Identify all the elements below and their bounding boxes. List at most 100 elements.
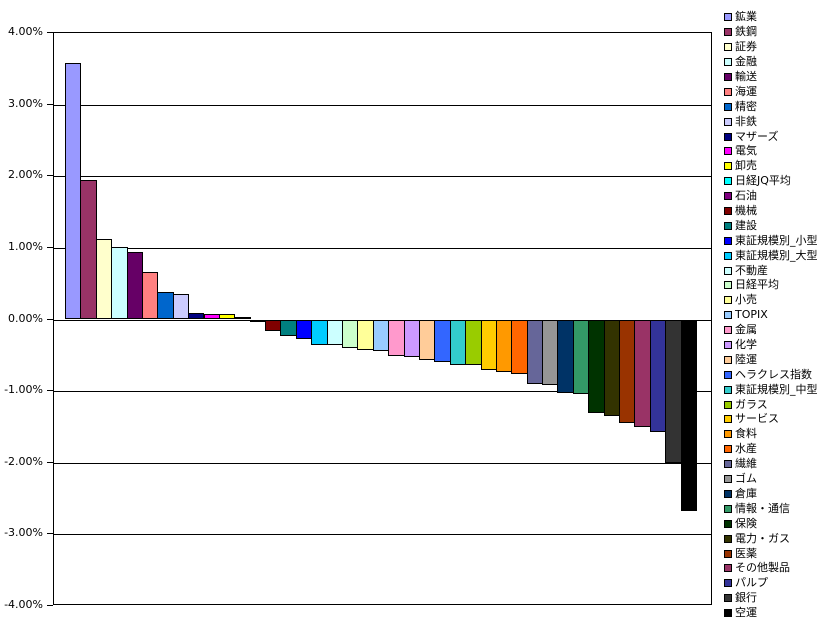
legend-item: 証券 bbox=[724, 40, 818, 55]
legend-swatch-icon bbox=[724, 460, 732, 469]
y-axis-tick-mark bbox=[47, 32, 53, 33]
legend-label: 日経JQ平均 bbox=[735, 174, 791, 188]
legend-item: 日経平均 bbox=[724, 278, 818, 293]
y-axis-tick-mark bbox=[47, 605, 53, 606]
legend-label: 電力・ガス bbox=[735, 531, 790, 545]
legend-swatch-icon bbox=[724, 430, 732, 439]
legend-item: 化学 bbox=[724, 338, 818, 353]
bar-TOPIX bbox=[372, 319, 390, 351]
legend-swatch-icon bbox=[724, 132, 732, 141]
legend-item: 陸運 bbox=[724, 352, 818, 367]
legend-item: TOPIX bbox=[724, 308, 818, 323]
bar-東証規模別_中型 bbox=[449, 319, 467, 365]
legend-item: 非鉄 bbox=[724, 114, 818, 129]
y-axis-tick-label: -2.00% bbox=[4, 454, 43, 468]
bar-金属 bbox=[388, 319, 405, 357]
bar-金融 bbox=[111, 247, 128, 320]
legend-swatch-icon bbox=[724, 102, 732, 111]
legend-label: 食料 bbox=[735, 427, 757, 441]
gridline bbox=[54, 104, 711, 106]
legend-swatch-icon bbox=[724, 311, 732, 320]
legend-swatch-icon bbox=[724, 73, 732, 81]
legend-item: 空運 bbox=[724, 606, 818, 621]
legend-item: サービス bbox=[724, 412, 818, 427]
bar-卸売 bbox=[218, 314, 236, 320]
legend-label: 石油 bbox=[735, 189, 757, 203]
legend-swatch-icon bbox=[724, 400, 732, 409]
bar-輸送 bbox=[126, 252, 143, 320]
legend-swatch-icon bbox=[724, 177, 732, 186]
bar-建設 bbox=[280, 319, 297, 336]
legend-item: 小売 bbox=[724, 293, 818, 308]
legend-swatch-icon bbox=[724, 281, 732, 290]
y-axis-tick-mark bbox=[47, 390, 53, 392]
legend-item: 卸売 bbox=[724, 159, 818, 174]
bar-東証規模別_大型 bbox=[311, 319, 328, 345]
legend-swatch-icon bbox=[724, 43, 732, 52]
legend-label: 卸売 bbox=[735, 159, 757, 173]
legend-item: 建設 bbox=[724, 218, 818, 233]
legend-item: 石油 bbox=[724, 189, 818, 204]
bar-証券 bbox=[95, 238, 113, 320]
legend-swatch-icon bbox=[724, 594, 732, 603]
gridline bbox=[54, 462, 711, 464]
legend-item: 東証規模別_小型 bbox=[724, 233, 818, 248]
legend-swatch-icon bbox=[724, 221, 732, 230]
bar-水産 bbox=[511, 319, 528, 374]
bar-ヘラクレス指数 bbox=[434, 319, 451, 363]
legend-label: 小売 bbox=[735, 293, 757, 307]
plot-area bbox=[53, 32, 712, 605]
legend-label: 倉庫 bbox=[735, 486, 757, 500]
legend-swatch-icon bbox=[724, 296, 732, 305]
legend-item: 鉄鋼 bbox=[724, 25, 818, 40]
bar-情報・通信 bbox=[572, 319, 590, 394]
legend-item: 輸送 bbox=[724, 70, 818, 85]
y-axis-tick-mark bbox=[47, 103, 53, 105]
bar-サービス bbox=[480, 319, 497, 371]
bar-銀行 bbox=[665, 319, 682, 463]
legend-item: 金融 bbox=[724, 55, 818, 70]
gridline bbox=[54, 247, 711, 249]
bar-東証規模別_小型 bbox=[295, 319, 313, 339]
legend-label: 水産 bbox=[735, 442, 757, 456]
y-axis-tick-mark bbox=[47, 175, 53, 177]
bar-医薬 bbox=[619, 319, 636, 424]
bar-電気 bbox=[203, 313, 220, 320]
legend-item: その他製品 bbox=[724, 561, 818, 576]
legend-label: 銀行 bbox=[735, 591, 757, 605]
bar-倉庫 bbox=[557, 319, 574, 393]
legend-label: 輸送 bbox=[735, 70, 757, 83]
legend-item: 水産 bbox=[724, 442, 818, 457]
bar-空運 bbox=[680, 319, 697, 512]
y-axis-tick-mark bbox=[47, 246, 53, 248]
bar-電力・ガス bbox=[603, 319, 621, 417]
legend-label: 陸運 bbox=[735, 352, 757, 366]
legend-swatch-icon bbox=[724, 117, 732, 126]
gridline bbox=[54, 391, 711, 393]
legend-label: 金属 bbox=[735, 323, 757, 337]
legend-label: 化学 bbox=[735, 338, 757, 352]
legend-label: 鉄鋼 bbox=[735, 25, 757, 39]
legend-swatch-icon bbox=[724, 236, 732, 245]
gridline bbox=[54, 534, 711, 536]
legend-label: ガラス bbox=[735, 397, 768, 411]
legend-label: 空運 bbox=[735, 606, 757, 620]
legend-swatch-icon bbox=[724, 534, 732, 543]
legend-swatch-icon bbox=[724, 489, 732, 498]
legend-swatch-icon bbox=[724, 341, 732, 350]
legend-label: 電気 bbox=[735, 144, 757, 158]
legend-swatch-icon bbox=[724, 266, 732, 275]
bar-鉱業 bbox=[65, 63, 82, 320]
legend-item: ガラス bbox=[724, 397, 818, 412]
legend-swatch-icon bbox=[724, 385, 732, 394]
legend-item: 海運 bbox=[724, 84, 818, 99]
legend-swatch-icon bbox=[724, 207, 732, 216]
bar-ガラス bbox=[465, 319, 482, 366]
legend-item: 倉庫 bbox=[724, 487, 818, 502]
legend-item: 食料 bbox=[724, 427, 818, 442]
legend-item: 銀行 bbox=[724, 591, 818, 606]
legend-swatch-icon bbox=[724, 415, 732, 424]
legend-label: 東証規模別_中型 bbox=[735, 382, 818, 396]
legend-label: 日経平均 bbox=[735, 278, 779, 292]
